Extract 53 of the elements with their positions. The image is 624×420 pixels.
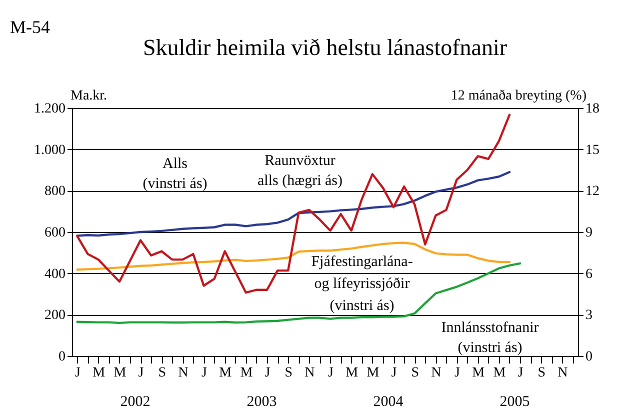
y2-tick-label: 6: [586, 266, 592, 282]
x-tick-label: M: [240, 366, 254, 380]
y2-tick-label: 15: [586, 142, 600, 158]
y2-tick-label: 9: [586, 226, 592, 240]
x-tick-label: N: [178, 366, 188, 380]
x-tick-label: M: [346, 366, 359, 380]
text: 2002: [120, 394, 150, 410]
x-tick-label: S: [411, 366, 420, 380]
y2-tick-label: 3: [586, 308, 592, 324]
x-tick-label: M: [114, 366, 127, 380]
text: 2003: [246, 394, 277, 410]
x-tick-label: J: [518, 366, 524, 380]
x-tick-label: J: [138, 366, 144, 380]
x-tick-label: M: [219, 366, 232, 380]
y2-tick-label: 12: [586, 184, 600, 200]
text: M-54: [10, 17, 50, 37]
x-tick-label: J: [75, 366, 82, 380]
x-tick-label: J: [391, 366, 398, 380]
series-label: Fjáfestingarlána- og lífeyrissjóðir (vinstri ás): [311, 254, 413, 314]
x-tick-label: M: [472, 366, 486, 380]
x-tick-label: N: [304, 366, 315, 380]
y-tick-label: 0: [58, 350, 66, 364]
x-tick-label: J: [454, 366, 461, 380]
line-series: [76, 170, 511, 237]
y-axis-title: Ma.kr.: [70, 88, 108, 104]
y-tick-label: 200: [44, 308, 66, 324]
y-tick-label: 1.000: [34, 142, 66, 158]
text: 2005: [500, 394, 530, 410]
x-tick-label: J: [328, 366, 334, 380]
x-tick-label: S: [158, 366, 166, 380]
y-tick-label: 600: [44, 226, 66, 240]
line-series: [76, 242, 511, 271]
y2-tick-label: 0: [586, 350, 592, 364]
x-tick-label: S: [284, 366, 293, 380]
x-tick-label: N: [558, 366, 568, 380]
x-tick-label: M: [493, 366, 506, 380]
text: 2004: [373, 394, 404, 410]
y-tick-label: 400: [44, 266, 66, 282]
x-tick-label: J: [264, 366, 271, 380]
text: Alls (vinstri ás): [142, 156, 208, 192]
chart-title: Skuldir heimila við helstu lánastofnanir: [142, 35, 508, 60]
x-tick-label: M: [92, 366, 106, 380]
x-tick-label: M: [366, 366, 380, 380]
y2-tick-label: 18: [586, 102, 600, 116]
line-series: [76, 114, 511, 294]
y2-axis-title: 12 mánaða breyting (%): [450, 88, 587, 104]
y-tick-label: 800: [44, 184, 66, 200]
x-tick-label: J: [202, 366, 208, 380]
y-tick-label: 1.200: [34, 102, 66, 116]
x-tick-label: S: [538, 366, 546, 380]
series-label: Innlánsstofnanir (vinstri ás): [441, 320, 539, 356]
series-label: Raunvöxtur alls (hægri ás): [258, 153, 342, 189]
x-tick-label: N: [431, 366, 442, 380]
